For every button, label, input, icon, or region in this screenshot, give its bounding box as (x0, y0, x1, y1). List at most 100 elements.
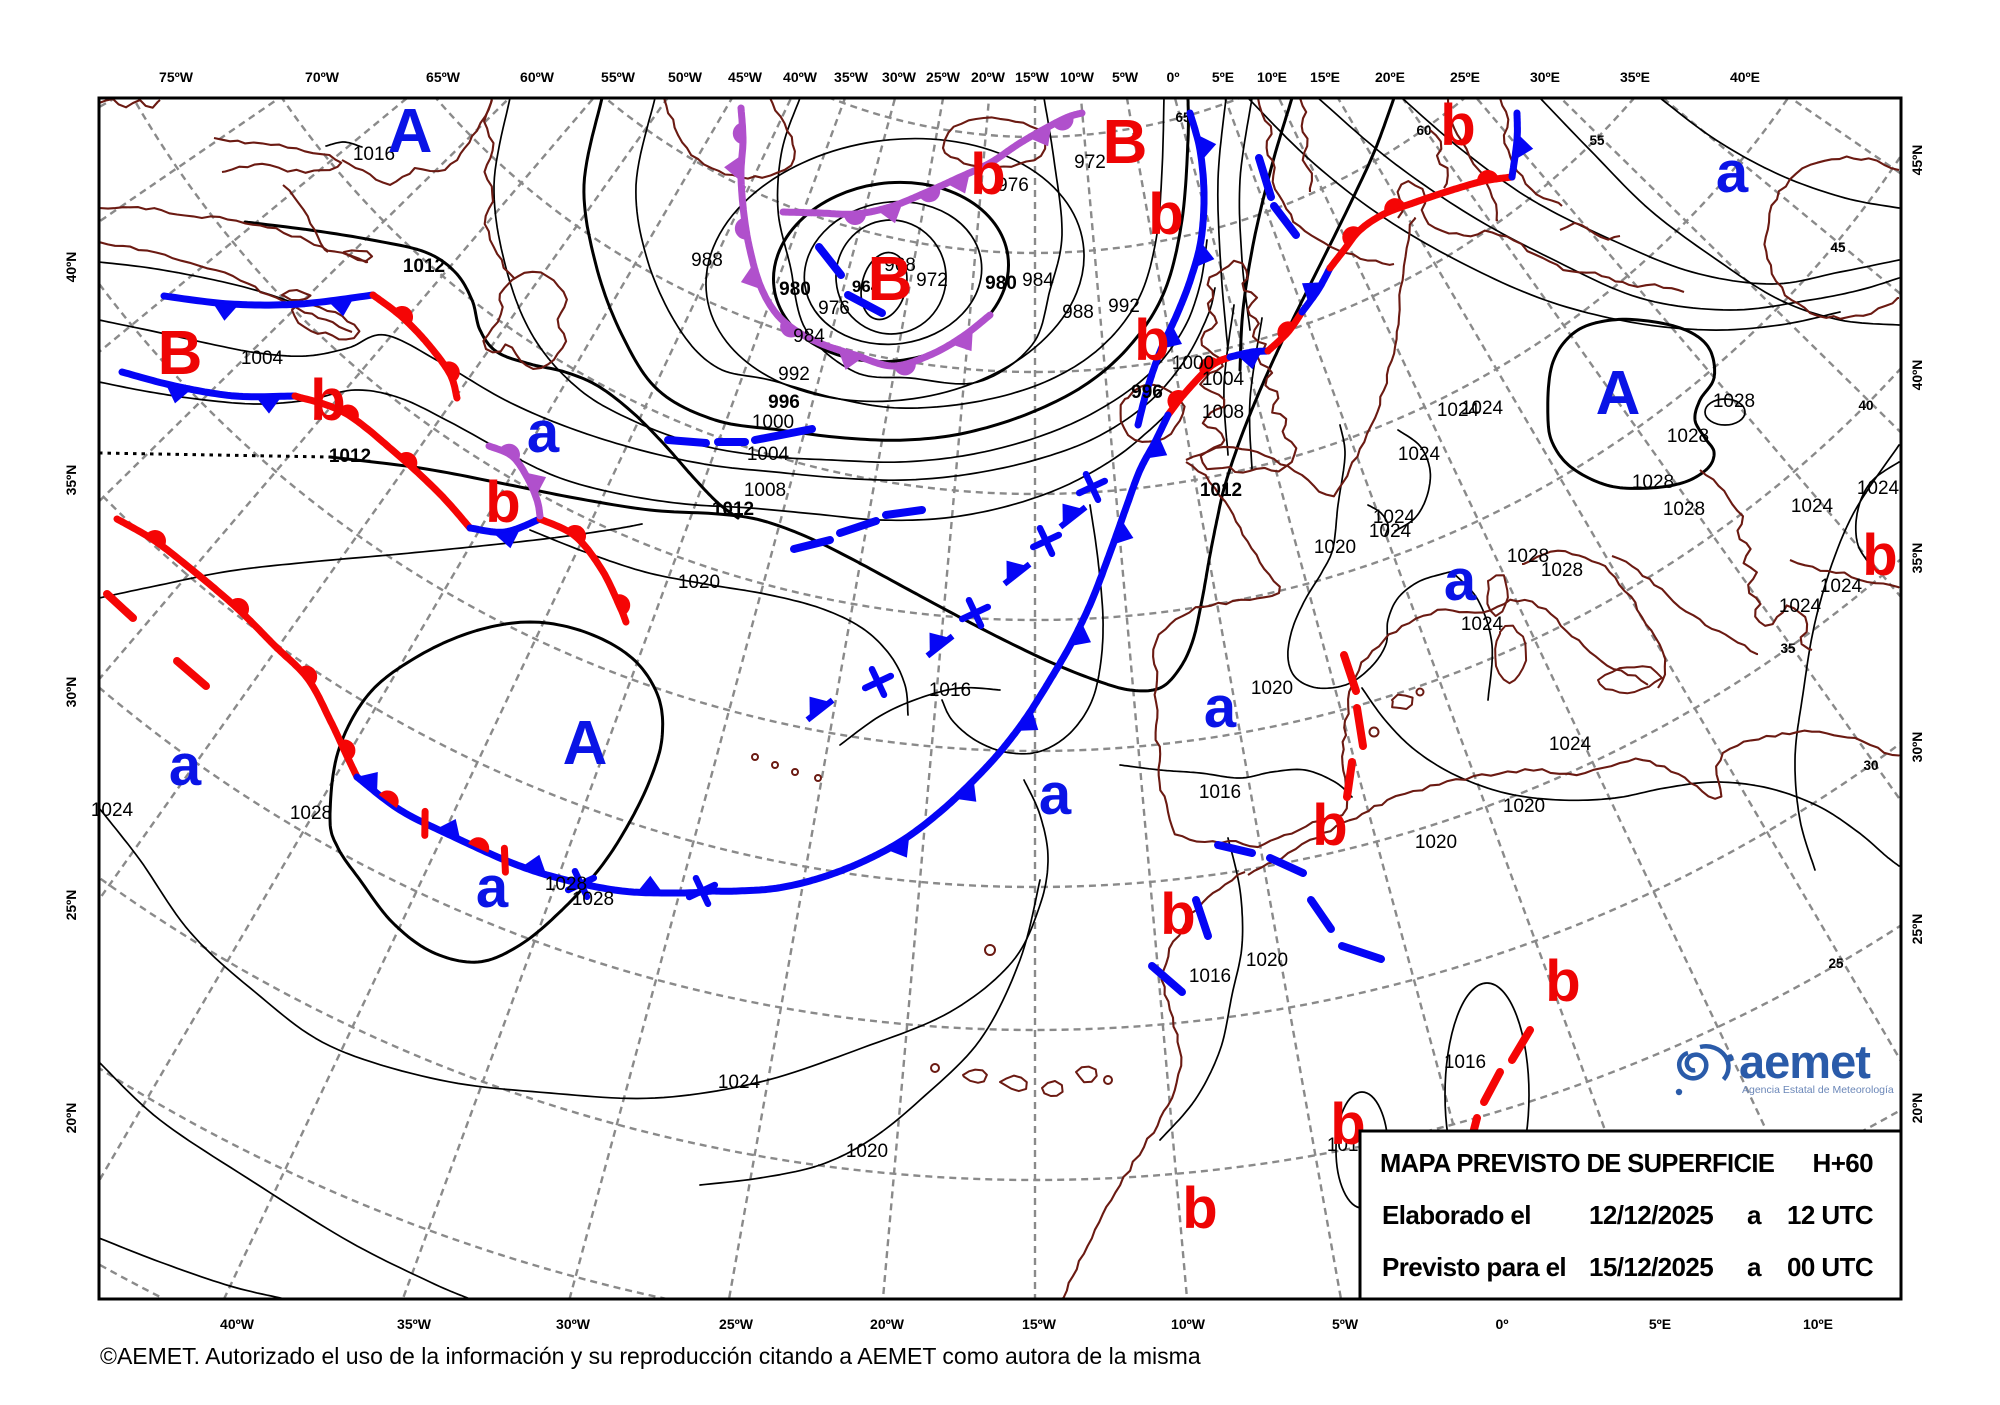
svg-text:20ºN: 20ºN (1909, 1093, 1925, 1124)
svg-text:1004: 1004 (747, 444, 790, 465)
svg-text:b: b (1160, 882, 1195, 947)
svg-text:996: 996 (1131, 382, 1163, 403)
svg-text:A: A (1596, 359, 1641, 428)
svg-text:25ºW: 25ºW (926, 69, 961, 85)
svg-text:5ºW: 5ºW (1112, 69, 1139, 85)
svg-text:40ºW: 40ºW (783, 69, 818, 85)
svg-text:b: b (485, 470, 520, 535)
svg-text:B: B (868, 245, 913, 314)
svg-text:1000: 1000 (752, 412, 794, 433)
svg-text:Previsto para el: Previsto para el (1382, 1252, 1566, 1282)
svg-text:1028: 1028 (1713, 391, 1755, 412)
svg-text:45: 45 (1830, 240, 1846, 255)
svg-text:75ºW: 75ºW (159, 69, 194, 85)
svg-text:1024: 1024 (91, 800, 134, 821)
svg-text:1020: 1020 (1246, 950, 1288, 971)
svg-text:20ºN: 20ºN (63, 1103, 79, 1134)
svg-text:20ºE: 20ºE (1375, 69, 1405, 85)
svg-text:35ºN: 35ºN (63, 465, 79, 496)
svg-text:1024: 1024 (1398, 444, 1441, 465)
svg-text:988: 988 (1062, 302, 1094, 323)
svg-text:25: 25 (1828, 956, 1844, 971)
svg-text:25ºE: 25ºE (1450, 69, 1480, 85)
svg-text:1020: 1020 (846, 1141, 888, 1162)
svg-text:1024: 1024 (1461, 398, 1504, 419)
svg-text:1016: 1016 (1199, 782, 1241, 803)
svg-text:5ºE: 5ºE (1649, 1316, 1671, 1332)
svg-text:55: 55 (1589, 133, 1605, 148)
svg-text:980: 980 (985, 273, 1017, 294)
svg-text:a: a (476, 855, 509, 920)
svg-text:A: A (388, 97, 433, 166)
svg-text:1024: 1024 (1791, 496, 1834, 517)
svg-text:45ºN: 45ºN (1909, 145, 1925, 176)
svg-text:1024: 1024 (718, 1072, 761, 1093)
svg-text:55ºW: 55ºW (601, 69, 636, 85)
svg-text:996: 996 (768, 392, 800, 413)
svg-text:40ºN: 40ºN (63, 252, 79, 283)
svg-text:a: a (1204, 675, 1237, 740)
svg-text:35: 35 (1780, 641, 1796, 656)
svg-text:12/12/2025: 12/12/2025 (1589, 1200, 1713, 1230)
svg-text:10ºW: 10ºW (1171, 1316, 1206, 1332)
svg-text:40ºN: 40ºN (1909, 360, 1925, 391)
svg-text:b: b (1148, 182, 1183, 247)
svg-text:1028: 1028 (572, 889, 614, 910)
svg-text:b: b (1862, 523, 1897, 588)
svg-text:1028: 1028 (1663, 499, 1705, 520)
svg-text:976: 976 (818, 298, 850, 319)
svg-text:30ºN: 30ºN (1909, 732, 1925, 763)
svg-text:35ºW: 35ºW (834, 69, 869, 85)
svg-text:1016: 1016 (1189, 966, 1231, 987)
svg-text:972: 972 (916, 270, 948, 291)
svg-text:1028: 1028 (290, 803, 332, 824)
svg-text:b: b (1312, 793, 1347, 858)
svg-text:1020: 1020 (1251, 678, 1293, 699)
svg-text:20ºW: 20ºW (870, 1316, 905, 1332)
svg-text:1024: 1024 (1857, 478, 1900, 499)
svg-text:1020: 1020 (1314, 537, 1356, 558)
svg-text:5ºE: 5ºE (1212, 69, 1234, 85)
svg-text:a: a (1444, 548, 1477, 613)
svg-text:1012: 1012 (329, 446, 371, 467)
svg-text:H+60: H+60 (1813, 1148, 1874, 1178)
svg-text:b: b (1134, 308, 1169, 373)
svg-text:35ºW: 35ºW (397, 1316, 432, 1332)
svg-text:1020: 1020 (678, 572, 720, 593)
svg-text:984: 984 (1022, 270, 1054, 291)
svg-text:972: 972 (1074, 152, 1106, 173)
svg-text:a: a (169, 733, 202, 798)
svg-text:b: b (1545, 949, 1580, 1014)
svg-text:00 UTC: 00 UTC (1787, 1252, 1874, 1282)
svg-text:40ºE: 40ºE (1730, 69, 1760, 85)
svg-text:30ºW: 30ºW (556, 1316, 591, 1332)
svg-text:984: 984 (793, 326, 825, 347)
svg-text:B: B (1103, 108, 1148, 177)
svg-text:1024: 1024 (1549, 734, 1592, 755)
svg-text:65ºW: 65ºW (426, 69, 461, 85)
svg-text:12 UTC: 12 UTC (1787, 1200, 1874, 1230)
svg-text:30ºW: 30ºW (882, 69, 917, 85)
svg-text:10ºE: 10ºE (1257, 69, 1287, 85)
svg-text:MAPA PREVISTO DE SUPERFICIE: MAPA PREVISTO DE SUPERFICIE (1380, 1150, 1775, 1178)
svg-text:A: A (563, 709, 608, 778)
svg-text:1024: 1024 (1369, 521, 1412, 542)
svg-text:1012: 1012 (1200, 480, 1242, 501)
svg-text:1020: 1020 (1415, 832, 1457, 853)
svg-text:25ºW: 25ºW (719, 1316, 754, 1332)
svg-text:980: 980 (779, 279, 811, 300)
svg-text:Agencia Estatal de Meteorologí: Agencia Estatal de Meteorología (1742, 1084, 1894, 1096)
svg-text:60ºW: 60ºW (520, 69, 555, 85)
svg-text:15ºW: 15ºW (1015, 69, 1050, 85)
svg-text:25ºN: 25ºN (63, 890, 79, 921)
svg-text:1012: 1012 (712, 499, 754, 520)
svg-text:Elaborado el: Elaborado el (1382, 1200, 1531, 1230)
svg-text:1004: 1004 (241, 348, 284, 369)
svg-text:30ºE: 30ºE (1530, 69, 1560, 85)
svg-text:a: a (1716, 140, 1749, 205)
svg-text:60: 60 (1416, 123, 1431, 138)
svg-text:20ºW: 20ºW (971, 69, 1006, 85)
svg-text:992: 992 (778, 364, 810, 385)
svg-text:1020: 1020 (1503, 796, 1545, 817)
svg-text:b: b (1440, 93, 1475, 158)
